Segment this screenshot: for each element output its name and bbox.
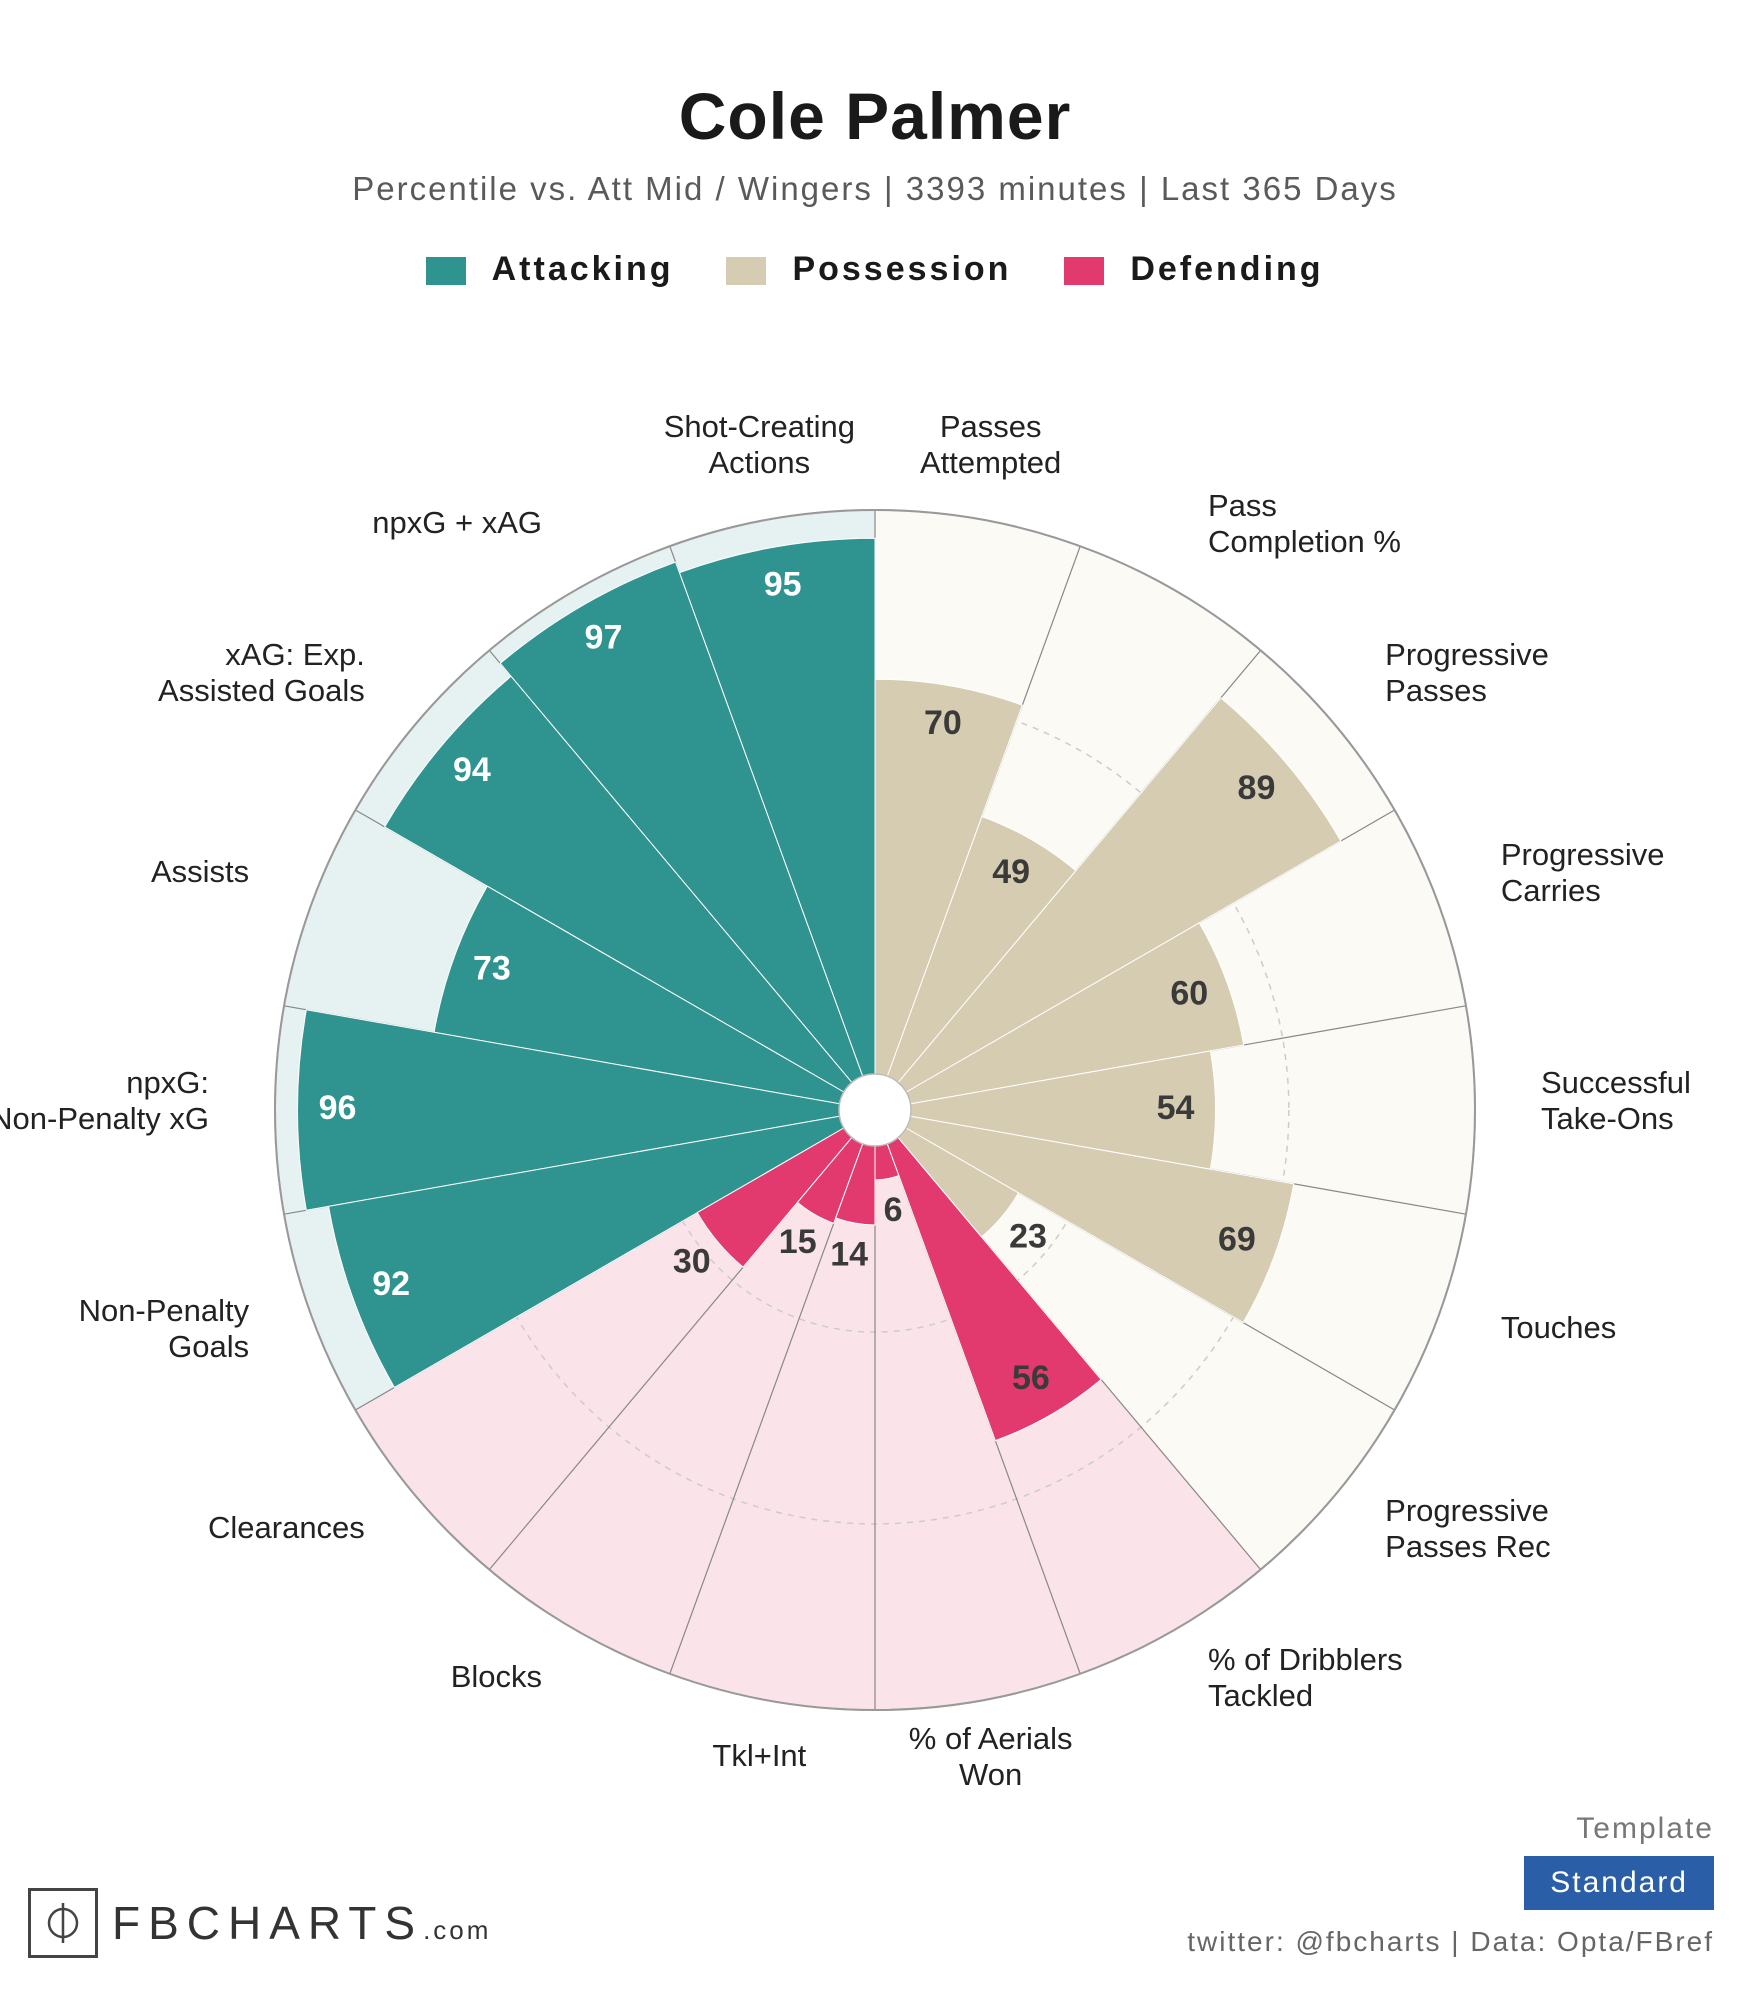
value-label: 60 xyxy=(1170,975,1208,1013)
template-selector[interactable]: Standard xyxy=(1524,1856,1714,1910)
chart-title: Cole Palmer xyxy=(0,78,1750,154)
value-label: 56 xyxy=(1012,1359,1050,1397)
chart-container: Cole Palmer Percentile vs. Att Mid / Win… xyxy=(0,0,1750,2000)
category-label: SuccessfulTake-Ons xyxy=(1541,1065,1691,1136)
value-label: 89 xyxy=(1238,769,1276,807)
category-label: npxG + xAG xyxy=(372,505,542,540)
value-label: 73 xyxy=(473,950,511,988)
category-label: Clearances xyxy=(208,1510,365,1545)
value-label: 70 xyxy=(924,704,962,742)
legend-swatch-attacking xyxy=(426,257,466,285)
footer-brand: FBCHARTS.com xyxy=(28,1888,491,1958)
legend-swatch-defending xyxy=(1064,257,1104,285)
category-label: % of DribblersTackled xyxy=(1208,1642,1403,1713)
category-label: Assists xyxy=(151,854,249,889)
category-label: ProgressiveCarries xyxy=(1501,837,1665,908)
legend-label-possession: Possession xyxy=(792,250,1011,288)
brand-logo-icon xyxy=(28,1888,98,1958)
value-label: 92 xyxy=(372,1265,410,1303)
value-label: 6 xyxy=(884,1191,903,1229)
category-label: PassCompletion % xyxy=(1208,488,1401,559)
value-label: 49 xyxy=(992,853,1030,891)
category-label: % of AerialsWon xyxy=(909,1721,1073,1792)
brand-text: FBCHARTS.com xyxy=(112,1896,491,1950)
center-hub xyxy=(839,1074,911,1146)
chart-subtitle: Percentile vs. Att Mid / Wingers | 3393 … xyxy=(0,170,1750,208)
category-label: Non-PenaltyGoals xyxy=(79,1293,250,1364)
category-label: Blocks xyxy=(451,1659,542,1694)
brand-suffix: .com xyxy=(423,1915,491,1945)
category-label: Tkl+Int xyxy=(712,1738,806,1773)
polar-chart: 95 97 94 73 96 92 30 15 14 6 56 23 69 54 60 89 49 70 Shot-… xyxy=(0,330,1750,1900)
value-label: 23 xyxy=(1009,1217,1047,1255)
value-label: 69 xyxy=(1218,1221,1256,1259)
value-label: 97 xyxy=(585,619,623,657)
value-label: 95 xyxy=(764,565,802,603)
template-label: Template xyxy=(1187,1812,1714,1846)
category-label: npxG:Non-Penalty xG xyxy=(0,1065,209,1136)
credit-text: twitter: @fbcharts | Data: Opta/FBref xyxy=(1187,1926,1714,1958)
category-label: xAG: Exp.Assisted Goals xyxy=(158,637,365,708)
category-label: ProgressivePasses xyxy=(1385,637,1549,708)
legend-label-attacking: Attacking xyxy=(492,250,674,288)
value-label: 54 xyxy=(1157,1089,1195,1127)
legend: Attacking Possession Defending xyxy=(0,250,1750,289)
category-label: Shot-CreatingActions xyxy=(664,409,855,480)
value-label: 94 xyxy=(453,751,491,789)
category-label: PassesAttempted xyxy=(920,409,1061,480)
legend-label-defending: Defending xyxy=(1130,250,1323,288)
category-label: Touches xyxy=(1501,1310,1616,1345)
footer-right: Template Standard twitter: @fbcharts | D… xyxy=(1187,1812,1714,1958)
brand-name: FBCHARTS xyxy=(112,1897,423,1949)
value-label: 96 xyxy=(319,1089,357,1127)
value-label: 30 xyxy=(673,1243,711,1281)
legend-swatch-possession xyxy=(726,257,766,285)
value-label: 14 xyxy=(830,1236,868,1274)
category-label: ProgressivePasses Rec xyxy=(1385,1493,1550,1564)
value-label: 15 xyxy=(779,1223,817,1261)
